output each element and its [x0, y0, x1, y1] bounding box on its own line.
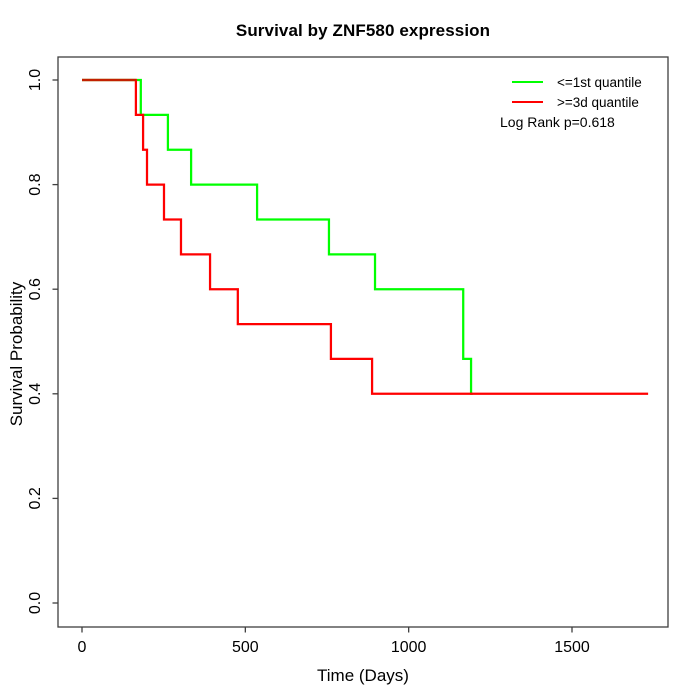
- x-tick-label: 0: [78, 639, 87, 656]
- km-curve-red: [82, 78, 649, 395]
- y-tick-label: 0.2: [27, 487, 44, 509]
- legend-label: >=3d quantile: [557, 94, 639, 110]
- legend: <=1st quantile >=3d quantile: [512, 72, 642, 112]
- y-tick-label: 0.8: [27, 173, 44, 195]
- y-tick-label: 1.0: [27, 69, 44, 91]
- legend-label: <=1st quantile: [557, 74, 642, 90]
- legend-item: >=3d quantile: [512, 92, 642, 112]
- km-curve-green: [82, 78, 473, 395]
- x-tick-label: 1500: [554, 639, 590, 656]
- y-tick-label: 0.6: [27, 278, 44, 300]
- plot-border: [57, 56, 669, 628]
- legend-item: <=1st quantile: [512, 72, 642, 92]
- y-tick-label: 0.0: [27, 592, 44, 614]
- x-tick-label: 1000: [391, 639, 427, 656]
- x-tick-label: 500: [232, 639, 259, 656]
- x-axis-title: Time (Days): [317, 666, 409, 685]
- y-axis-title: Survival Probability: [7, 281, 26, 427]
- legend-line-red: [512, 101, 543, 103]
- chart-title: Survival by ZNF580 expression: [235, 21, 491, 40]
- y-tick-label: 0.4: [27, 383, 44, 405]
- log-rank-pvalue: Log Rank p=0.618: [500, 114, 615, 130]
- legend-line-green: [512, 81, 543, 83]
